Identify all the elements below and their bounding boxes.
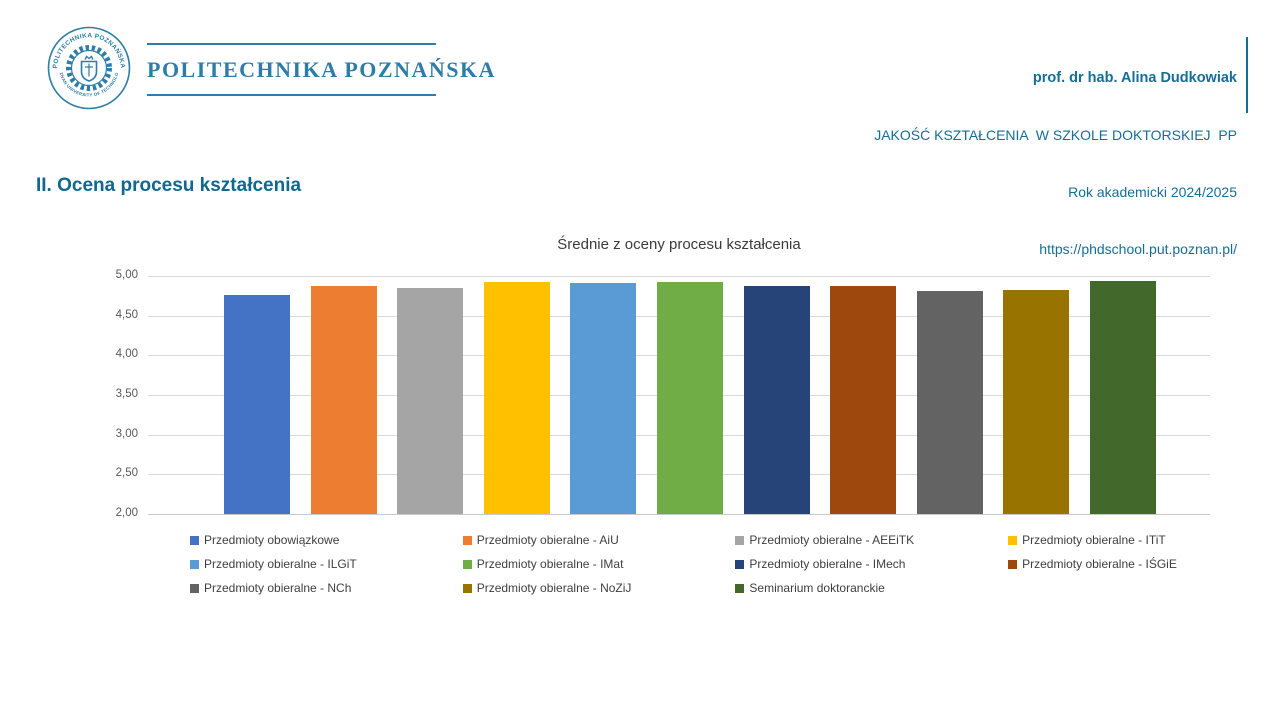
chart-title: Średnie z oceny procesu kształcenia	[557, 236, 801, 253]
bar	[570, 283, 637, 514]
author-name: prof. dr hab. Alina Dudkowiak	[1032, 70, 1237, 86]
bar	[224, 295, 290, 514]
legend-marker	[190, 535, 199, 545]
section-title: II. Ocena procesu kształcenia	[36, 175, 302, 196]
legend-label: Przedmioty obieralne - IŚGiE	[1022, 557, 1177, 571]
legend-item: Przedmioty obieralne - AEEiTK	[735, 533, 914, 547]
legend-marker	[1008, 559, 1018, 569]
bar	[743, 286, 810, 514]
legend-marker	[735, 535, 745, 545]
header-divider	[1246, 37, 1248, 113]
legend-marker	[462, 535, 472, 545]
y-axis-tick-label: 4,00	[115, 348, 138, 361]
legend-item: Seminarium doktoranckie	[735, 581, 885, 595]
legend-item: Przedmioty obieralne - IMech	[735, 557, 905, 571]
legend-label: Przedmioty obieralne - IMech	[749, 557, 906, 571]
y-axis-tick-label: 2,00	[115, 507, 138, 519]
legend-item: Przedmioty obieralne - IMat	[462, 557, 624, 571]
academic-year: Rok akademicki 2024/2025	[1068, 184, 1237, 200]
legend-label: Przedmioty obowiązkowe	[204, 533, 340, 547]
bar	[483, 281, 550, 514]
legend-item: Przedmioty obieralne - ILGiT	[190, 557, 357, 571]
legend-marker	[462, 559, 472, 569]
y-axis-tick-label: 5,00	[115, 269, 138, 281]
bar	[397, 287, 464, 514]
legend-marker	[735, 559, 745, 569]
phdschool-url: https://phdschool.put.poznan.pl/	[1039, 241, 1237, 257]
gridline	[148, 276, 1210, 277]
university-seal-logo: POLITECHNIKA POZNAŃSKA POZNAN UNIVERSITY…	[47, 26, 131, 110]
legend-label: Przedmioty obieralne - NCh	[204, 581, 352, 595]
y-axis-tick-label: 3,00	[115, 427, 138, 440]
y-axis-tick-label: 2,50	[115, 467, 138, 480]
logotype-rule-bottom	[147, 94, 436, 96]
legend-marker	[735, 583, 745, 593]
legend-label: Przedmioty obieralne - ILGiT	[204, 557, 357, 571]
legend-marker	[1008, 535, 1018, 545]
y-axis-tick-label: 4,50	[115, 308, 138, 321]
legend-marker	[462, 583, 472, 593]
bar-chart-plot-area	[148, 276, 1210, 515]
university-logotype-block: POLITECHNIKA POZNAŃSKA	[147, 43, 496, 96]
bar	[1003, 290, 1070, 514]
legend-marker	[190, 583, 199, 593]
legend-item: Przedmioty obieralne - ITiT	[1008, 533, 1166, 547]
legend-item: Przedmioty obowiązkowe	[190, 533, 339, 547]
header-info-block: prof. dr hab. Alina Dudkowiak JAKOŚĆ KSZ…	[874, 31, 1237, 278]
legend-label: Przedmioty obieralne - AEEiTK	[749, 533, 915, 547]
y-axis-tick-label: 3,50	[115, 388, 138, 400]
legend-item: Przedmioty obieralne - NoZiJ	[462, 581, 632, 595]
legend-item: Przedmioty obieralne - AiU	[462, 533, 619, 547]
legend-item: Przedmioty obieralne - IŚGiE	[1008, 557, 1177, 571]
gridline	[148, 514, 1210, 515]
bar	[657, 281, 723, 514]
legend-item: Przedmioty obieralne - NCh	[190, 581, 351, 595]
university-logotype: POLITECHNIKA POZNAŃSKA	[147, 57, 496, 82]
legend-label: Przedmioty obieralne - AiU	[476, 533, 619, 547]
crest-shield-icon	[80, 55, 98, 82]
legend-label: Przedmioty obieralne - NoZiJ	[476, 581, 632, 595]
bar	[830, 285, 897, 514]
header-subtitle: JAKOŚĆ KSZTAŁCENIA W SZKOLE DOKTORSKIEJ …	[874, 127, 1237, 143]
legend-label: Seminarium doktoranckie	[749, 581, 885, 595]
logotype-rule-top	[147, 43, 436, 45]
legend-label: Przedmioty obieralne - ITiT	[1022, 533, 1166, 547]
bar	[310, 285, 377, 514]
bar	[1090, 280, 1156, 514]
legend-marker	[190, 559, 199, 569]
bar	[916, 291, 983, 514]
legend-label: Przedmioty obieralne - IMat	[476, 557, 624, 571]
